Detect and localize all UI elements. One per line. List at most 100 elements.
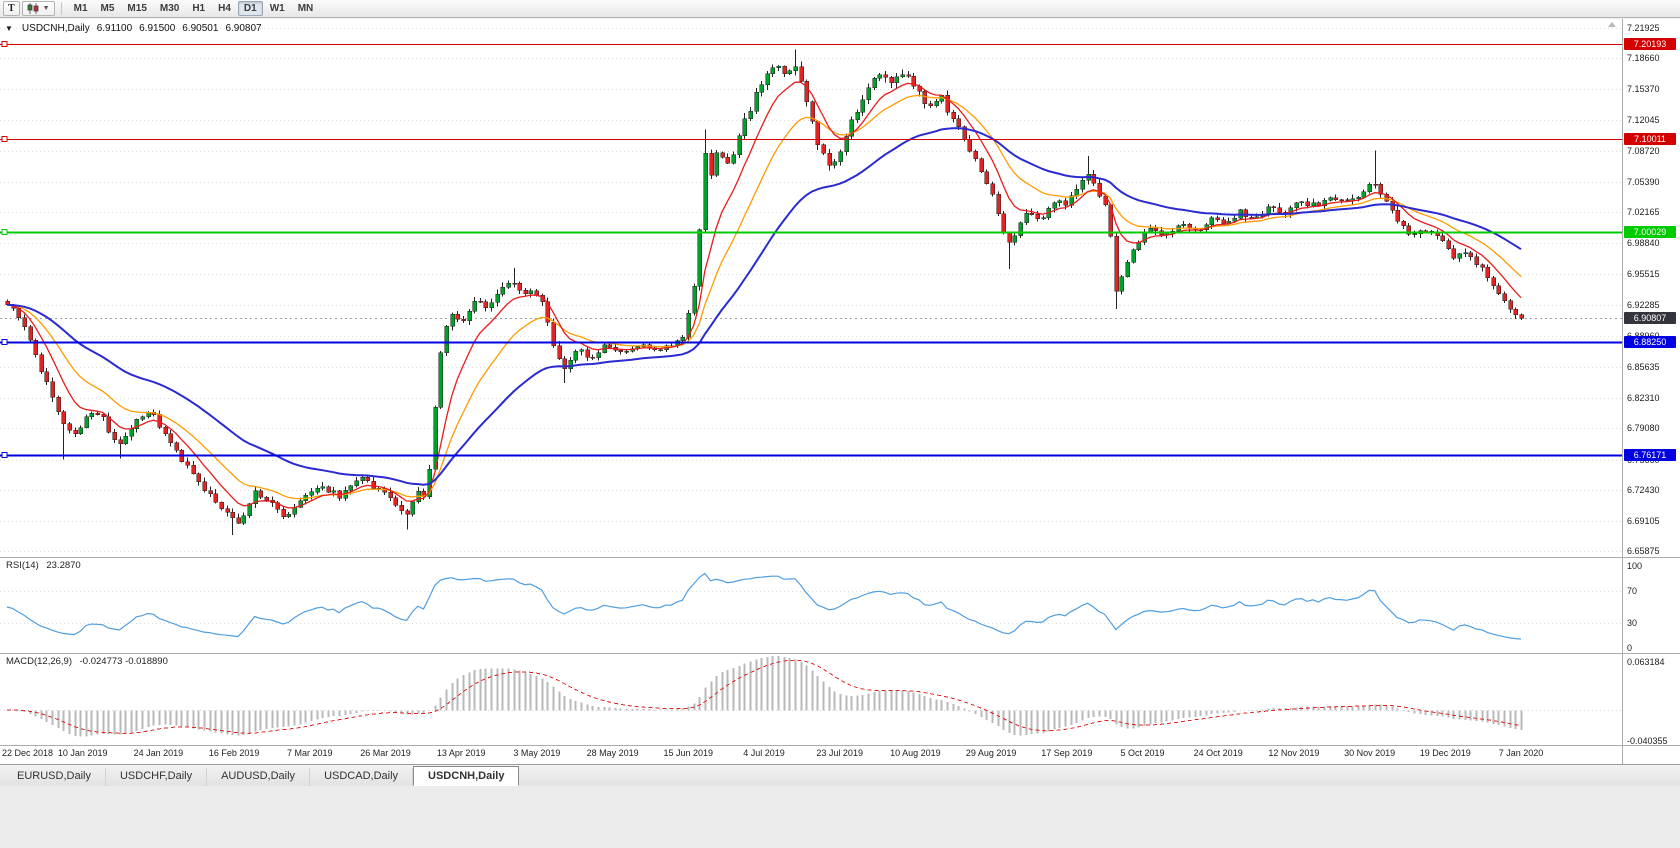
price-scale-label: 6.88960 xyxy=(1627,331,1660,341)
macd-name: MACD(12,26,9) xyxy=(6,656,72,667)
chart-tabs-bar: EURUSD,Daily USDCHF,Daily AUDUSD,Daily USDC… xyxy=(0,764,1680,786)
rsi-scale-label: 100 xyxy=(1627,561,1643,571)
macd-scale-label: -0.040355 xyxy=(1627,735,1668,746)
date-label: 22 Dec 2018 xyxy=(2,748,54,758)
symbol-timeframe-label: USDCNH,Daily xyxy=(21,23,90,34)
chart-tab[interactable]: EURUSD,Daily xyxy=(3,768,106,786)
chart-background xyxy=(0,19,1680,764)
chevron-down-icon: ▼ xyxy=(42,5,50,12)
price-scale-label: 7.02165 xyxy=(1627,207,1660,218)
date-label: 30 Nov 2019 xyxy=(1344,748,1396,758)
top-toolbar: T ▼ M1 M5 M15 M30 H1 H4 D1 W1 MN xyxy=(0,0,1680,18)
timeframe-button-M1[interactable]: M1 xyxy=(68,1,94,16)
timeframe-toolbar: M1 M5 M15 M30 H1 H4 D1 W1 MN xyxy=(68,1,320,16)
date-label: 26 Mar 2019 xyxy=(360,748,411,758)
rsi-label: RSI(14) 23.2870 xyxy=(6,560,81,571)
timeframe-button-M5[interactable]: M5 xyxy=(95,1,121,16)
price-scale-label: 6.92285 xyxy=(1627,299,1660,310)
date-label: 24 Jan 2019 xyxy=(133,748,184,758)
date-label: 19 Dec 2019 xyxy=(1419,748,1471,758)
date-label: 10 Jan 2019 xyxy=(57,748,108,758)
price-scale-label: 7.15370 xyxy=(1627,83,1660,94)
timeframe-button-W1[interactable]: W1 xyxy=(264,1,291,16)
date-label: 13 Apr 2019 xyxy=(436,748,486,758)
timeframe-button-H1[interactable]: H1 xyxy=(186,1,211,16)
date-label: 24 Oct 2019 xyxy=(1193,748,1243,758)
date-label: 4 Jul 2019 xyxy=(743,748,785,758)
price-scale-label: 6.95515 xyxy=(1627,269,1660,280)
rsi-scale-label: 70 xyxy=(1627,585,1638,596)
timeframe-button-M15[interactable]: M15 xyxy=(121,1,152,16)
chart-ohlc-header: ▼ USDCNH,Daily 6.91100 6.91500 6.90501 6… xyxy=(5,23,262,34)
price-scale-label: 6.98840 xyxy=(1627,238,1660,249)
price-scale-label: 7.12045 xyxy=(1627,114,1660,125)
date-label: 15 Jun 2019 xyxy=(663,748,714,758)
horizontal-lines xyxy=(0,41,1622,458)
candles xyxy=(5,49,1524,536)
low-value: 6.90501 xyxy=(182,23,219,34)
date-label: 5 Oct 2019 xyxy=(1120,748,1165,758)
chart-canvas[interactable] xyxy=(0,0,1622,764)
price-scale-label: 6.69105 xyxy=(1627,515,1660,526)
hline-price-label: 6.76171 xyxy=(1624,449,1676,461)
date-label: 28 May 2019 xyxy=(586,748,639,758)
high-value: 6.91500 xyxy=(139,23,176,34)
price-scale-label: 7.21925 xyxy=(1627,22,1660,33)
hline-price-label: 6.88250 xyxy=(1624,336,1676,349)
price-scale[interactable]: 7.21925 7.18660 7.15370 7.12045 7.08720 7.053… xyxy=(1623,0,1680,764)
timeframe-button-D1[interactable]: D1 xyxy=(237,1,263,16)
date-label: 10 Aug 2019 xyxy=(890,748,941,758)
chart-tab[interactable]: USDCNH,Daily xyxy=(413,766,520,786)
moving-averages xyxy=(6,81,1522,509)
date-label: 12 Nov 2019 xyxy=(1268,748,1320,758)
date-label: 17 Sep 2019 xyxy=(1041,748,1093,758)
price-scale-label: 6.72430 xyxy=(1627,484,1660,495)
candlestick-style-button[interactable]: ▼ xyxy=(21,1,55,16)
rsi-scale-label: 0 xyxy=(1627,643,1633,653)
macd-panel xyxy=(6,656,1523,737)
price-scale-label: 7.08720 xyxy=(1627,146,1660,157)
time-scale[interactable]: 22 Dec 2018 10 Jan 2019 24 Jan 2019 16 Feb … xyxy=(0,745,1622,764)
hline-price-label: 7.20193 xyxy=(1624,37,1676,50)
rsi-panel xyxy=(6,572,1522,640)
bid-price-label: 6.90807 xyxy=(1624,312,1676,325)
panel-separator-macd[interactable] xyxy=(0,653,1680,654)
panel-separator-rsi[interactable] xyxy=(0,557,1680,558)
price-scale-separator xyxy=(1622,19,1623,764)
chart-tab[interactable]: AUDUSD,Daily xyxy=(207,768,311,786)
rsi-name: RSI(14) xyxy=(6,560,39,571)
timeframe-button-M30[interactable]: M30 xyxy=(154,1,185,16)
panel-separator-timescale xyxy=(0,745,1680,746)
toolbar-separator xyxy=(60,2,62,15)
hline-price-label: 7.00029 xyxy=(1624,226,1676,239)
price-scale-label: 6.85635 xyxy=(1627,361,1660,372)
window-background xyxy=(0,786,1680,848)
date-label: 7 Jan 2020 xyxy=(1498,748,1544,758)
date-label: 3 May 2019 xyxy=(513,748,561,758)
price-scale-label: 6.65875 xyxy=(1627,546,1660,557)
price-scale-label: 7.18660 xyxy=(1627,53,1660,64)
chart-tab[interactable]: USDCAD,Daily xyxy=(310,768,414,786)
price-scale-label: 6.82310 xyxy=(1627,392,1660,403)
one-click-trading-collapse-icon[interactable]: ▼ xyxy=(5,24,13,33)
close-value: 6.90807 xyxy=(225,23,262,34)
macd-scale-label: 0.063184 xyxy=(1627,656,1665,667)
price-scale-label: 7.05390 xyxy=(1627,177,1660,188)
price-scale-label: 6.79080 xyxy=(1627,422,1660,433)
macd-values: -0.024773 -0.018890 xyxy=(79,656,168,667)
timeframe-button-H4[interactable]: H4 xyxy=(212,1,237,16)
candlestick-icon xyxy=(27,3,39,14)
date-label: 23 Jul 2019 xyxy=(816,748,863,758)
chart-tab[interactable]: USDCHF,Daily xyxy=(106,768,208,786)
rsi-value: 23.2870 xyxy=(46,560,81,571)
hline-price-label: 7.10011 xyxy=(1624,132,1676,145)
open-value: 6.91100 xyxy=(96,23,133,34)
macd-label: MACD(12,26,9) -0.024773 -0.018890 xyxy=(6,656,168,667)
rsi-scale-label: 30 xyxy=(1627,618,1638,629)
timeframe-button-MN[interactable]: MN xyxy=(292,1,320,16)
date-label: 16 Feb 2019 xyxy=(208,748,260,758)
grid-lines xyxy=(0,28,1622,711)
date-label: 7 Mar 2019 xyxy=(287,748,333,758)
date-label: 29 Aug 2019 xyxy=(965,748,1017,758)
chart-type-button[interactable]: T xyxy=(3,1,20,16)
